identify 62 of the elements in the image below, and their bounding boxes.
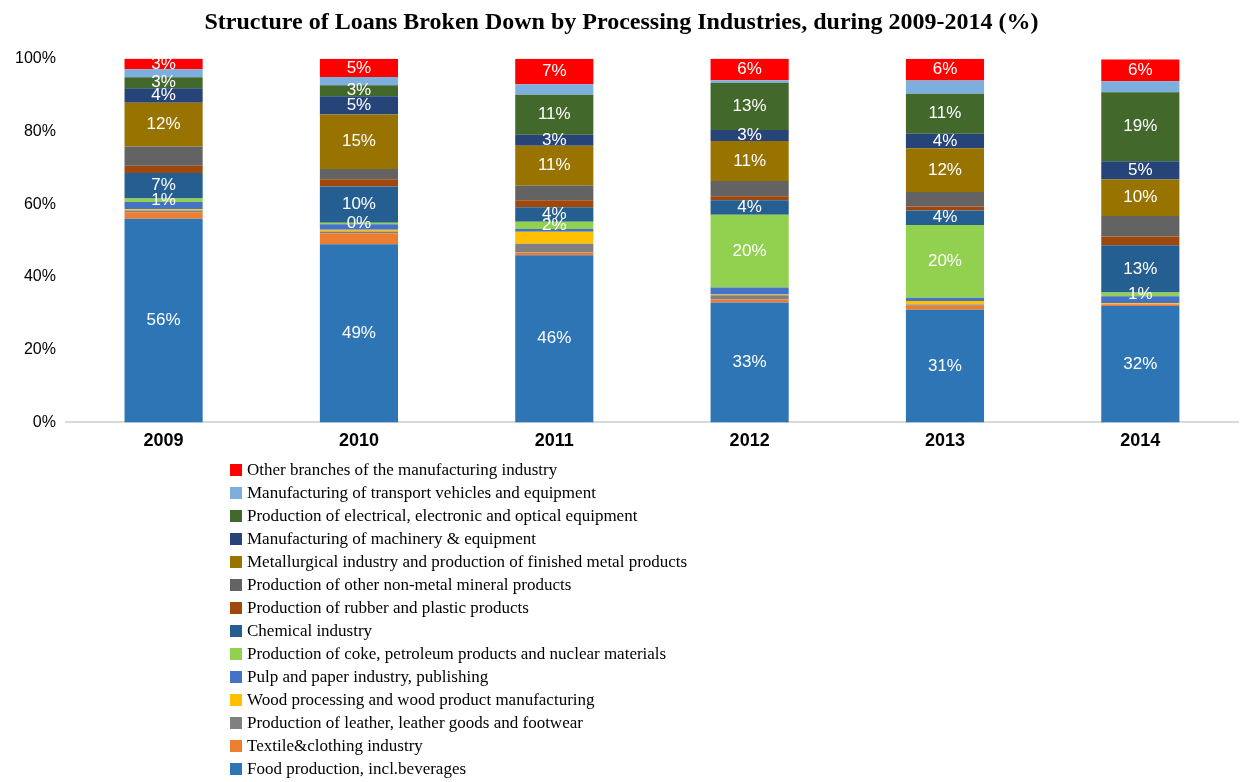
- data-label: 15%: [341, 131, 376, 151]
- legend-label: Food production, incl.beverages: [247, 758, 467, 779]
- data-label: 11%: [733, 150, 767, 170]
- legend-label: Production of leather, leather goods and footwear: [247, 712, 583, 733]
- data-label: 33%: [732, 352, 767, 372]
- data-label: 31%: [927, 355, 962, 375]
- legend-label: Production of other non-metal mineral products: [247, 574, 572, 595]
- data-label: 13%: [732, 96, 767, 116]
- legend-label: Wood processing and wood product manufacturing: [247, 689, 595, 710]
- data-label: 3%: [737, 125, 762, 145]
- data-label: 7%: [542, 61, 567, 81]
- data-label: 11%: [537, 155, 571, 175]
- x-tick-label: 2009: [143, 430, 184, 451]
- data-label: 32%: [1123, 353, 1158, 373]
- y-tick-label: 40%: [23, 267, 56, 285]
- y-tick-label: 80%: [23, 121, 56, 139]
- data-label: 4%: [932, 130, 958, 150]
- data-label: 3%: [542, 129, 567, 149]
- legend-label: Chemical industry: [247, 620, 373, 641]
- legend-label: Textile&clothing industry: [247, 735, 423, 756]
- x-tick-label: 2013: [924, 430, 965, 451]
- data-label: 12%: [146, 114, 181, 134]
- data-label: 5%: [1128, 160, 1153, 180]
- data-label: 11%: [928, 103, 962, 123]
- legend-label: Pulp and paper industry, publishing: [247, 666, 489, 687]
- legend-label: Manufacturing of machinery & equipment: [247, 528, 536, 549]
- x-tick-label: 2012: [729, 430, 770, 451]
- legend-label: Manufacturing of transport vehicles and equipment: [247, 482, 596, 503]
- data-label: 6%: [737, 59, 762, 79]
- data-label: 1%: [151, 189, 176, 209]
- legend-label: Other branches of the manufacturing industry: [247, 459, 558, 480]
- data-label: 46%: [537, 328, 572, 348]
- data-label: 10%: [341, 194, 376, 214]
- data-label: 1%: [1128, 284, 1153, 304]
- data-label: 13%: [1123, 258, 1158, 278]
- legend-label: Production of electrical, electronic and optical equipment: [247, 505, 638, 526]
- data-label: 6%: [1128, 60, 1153, 80]
- y-tick-label: 60%: [23, 194, 56, 212]
- data-label: 5%: [346, 57, 372, 77]
- data-label: 12%: [927, 159, 962, 179]
- data-label: 56%: [146, 310, 181, 330]
- data-label: 49%: [341, 323, 376, 343]
- x-tick-label: 2014: [1120, 430, 1161, 451]
- data-label: 6%: [932, 59, 958, 79]
- data-label: 20%: [927, 251, 962, 271]
- x-tick-label: 2011: [534, 430, 574, 451]
- data-label: 5%: [346, 95, 372, 115]
- data-label: 10%: [1123, 187, 1158, 207]
- y-tick-label: 100%: [15, 49, 56, 67]
- y-tick-label: 20%: [23, 340, 56, 358]
- legend-label: Production of rubber and plastic products: [247, 597, 529, 618]
- x-tick-label: 2010: [338, 430, 379, 451]
- data-label: 0%: [346, 213, 372, 233]
- data-label: 11%: [537, 104, 571, 124]
- legend-label: Production of coke, petroleum products and nuclear materials: [247, 643, 667, 664]
- data-label: 20%: [732, 240, 767, 260]
- data-label: 4%: [932, 207, 958, 227]
- data-label: 4%: [737, 197, 762, 217]
- y-tick-label: 0%: [32, 412, 56, 430]
- data-label: 19%: [1123, 116, 1158, 136]
- chart-title: Structure of Loans Broken Down by Processing Industries, during 2009-2014 (%): [204, 7, 1039, 34]
- legend-label: Metallurgical industry and production of finished metal products: [247, 551, 688, 572]
